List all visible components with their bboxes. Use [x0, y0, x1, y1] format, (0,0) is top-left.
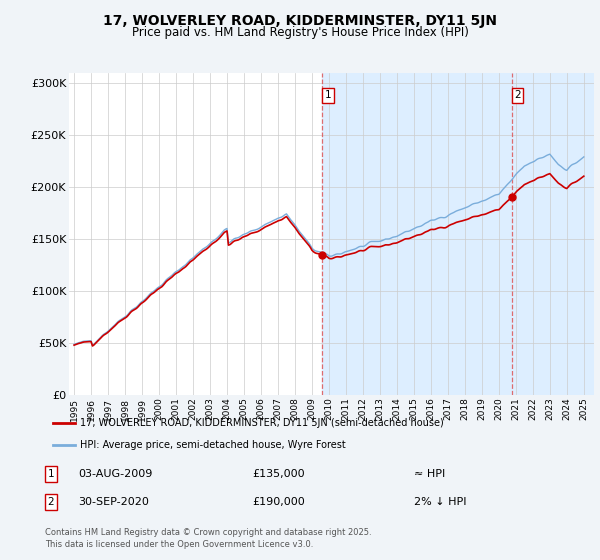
Text: 03-AUG-2009: 03-AUG-2009: [78, 469, 152, 479]
Text: 2: 2: [514, 90, 521, 100]
Text: Contains HM Land Registry data © Crown copyright and database right 2025.
This d: Contains HM Land Registry data © Crown c…: [45, 528, 371, 549]
Text: 1: 1: [47, 469, 55, 479]
Text: 2: 2: [47, 497, 55, 507]
Text: HPI: Average price, semi-detached house, Wyre Forest: HPI: Average price, semi-detached house,…: [80, 440, 346, 450]
Text: £135,000: £135,000: [252, 469, 305, 479]
Text: ≈ HPI: ≈ HPI: [414, 469, 445, 479]
Text: Price paid vs. HM Land Registry's House Price Index (HPI): Price paid vs. HM Land Registry's House …: [131, 26, 469, 39]
Text: 1: 1: [325, 90, 331, 100]
Text: £190,000: £190,000: [252, 497, 305, 507]
Text: 30-SEP-2020: 30-SEP-2020: [78, 497, 149, 507]
Text: 2% ↓ HPI: 2% ↓ HPI: [414, 497, 467, 507]
Text: 17, WOLVERLEY ROAD, KIDDERMINSTER, DY11 5JN: 17, WOLVERLEY ROAD, KIDDERMINSTER, DY11 …: [103, 14, 497, 28]
Bar: [322, 73, 594, 395]
Text: 17, WOLVERLEY ROAD, KIDDERMINSTER, DY11 5JN (semi-detached house): 17, WOLVERLEY ROAD, KIDDERMINSTER, DY11 …: [80, 418, 444, 428]
